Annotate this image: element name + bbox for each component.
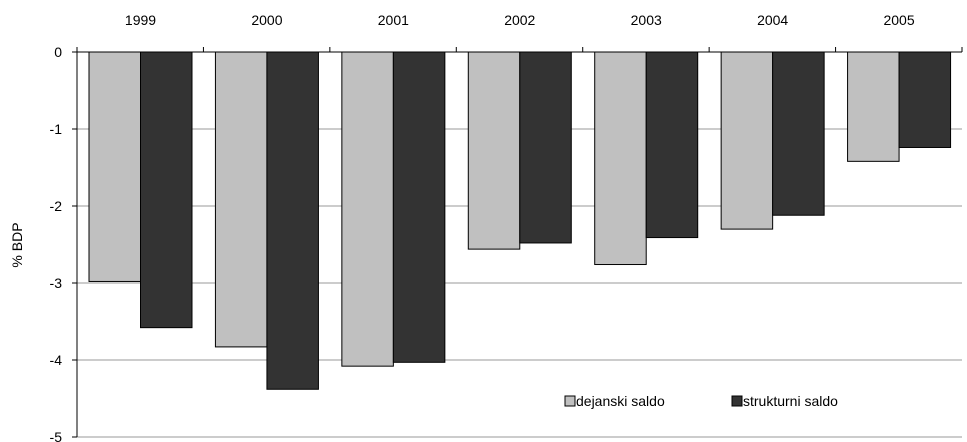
bar-strukturni-saldo-2003: [645, 51, 699, 239]
y-tick-label: -4: [50, 352, 63, 368]
bar-dejanski-saldo-2002: [467, 51, 521, 250]
legend-swatch: [564, 395, 576, 407]
y-tick-label: -5: [50, 429, 63, 442]
y-tick-label: -1: [50, 121, 63, 137]
y-tick-labels: 0 -1 -2 -3 -4 -5: [50, 44, 63, 442]
x-tick-labels: 1999 2000 2001 2002 2003 2004 2005: [125, 12, 915, 28]
legend-label: dejanski saldo: [576, 393, 665, 409]
legend-label: strukturni saldo: [743, 393, 838, 409]
bar-dejanski-saldo-1999: [88, 51, 141, 282]
legend: dejanski saldo strukturni saldo: [564, 393, 838, 409]
bar-strukturni-saldo-2004: [772, 51, 825, 216]
y-tick-label: 0: [54, 44, 62, 60]
bar-dejanski-saldo-2000: [214, 51, 268, 348]
x-tick-label: 1999: [125, 12, 156, 28]
y-tick-label: -3: [50, 275, 63, 291]
bar-strukturni-saldo-2001: [392, 51, 446, 363]
bar-strukturni-saldo-2002: [519, 51, 572, 244]
x-tick-label: 2001: [378, 12, 409, 28]
bar-strukturni-saldo-2005: [898, 51, 952, 148]
bar-strukturni-saldo-2000: [266, 51, 319, 390]
x-tick-label: 2005: [883, 12, 914, 28]
bars: [88, 51, 952, 390]
x-tick-label: 2002: [504, 12, 535, 28]
x-tick-label: 2000: [251, 12, 282, 28]
axes: [72, 47, 963, 438]
y-axis-title: % BDP: [9, 222, 25, 267]
x-tick-label: 2003: [631, 12, 662, 28]
bar-dejanski-saldo-2003: [594, 51, 647, 266]
bar-dejanski-saldo-2005: [847, 51, 900, 162]
y-tick-label: -2: [50, 198, 63, 214]
bar-dejanski-saldo-2001: [341, 51, 394, 367]
bar-dejanski-saldo-2004: [720, 51, 774, 230]
x-tick-label: 2004: [757, 12, 788, 28]
bar-strukturni-saldo-1999: [140, 51, 193, 329]
legend-swatch: [731, 395, 743, 407]
